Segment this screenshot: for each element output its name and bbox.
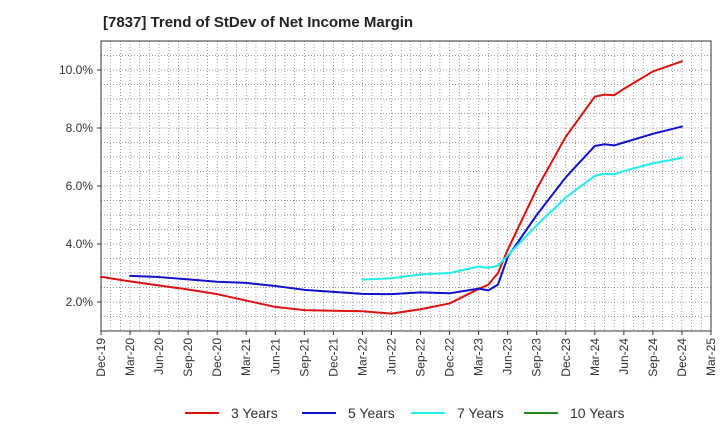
x-tick-label: Mar-22 <box>355 338 369 376</box>
x-tick-label: Dec-22 <box>443 338 457 377</box>
y-tick-label: 6.0% <box>66 179 94 193</box>
x-tick-label: Sep-23 <box>530 338 544 377</box>
legend-swatch <box>185 412 219 414</box>
legend-label: 7 Years <box>457 405 504 421</box>
x-axis-ticks: Dec-19 Mar-20 Jun-20 Sep-20 Dec-20 Mar-21 Jun-… <box>94 331 718 377</box>
x-tick-label: Sep-22 <box>414 338 428 377</box>
legend-item: 3 Years <box>185 405 278 421</box>
x-tick-label: Mar-25 <box>704 338 718 376</box>
series-lines <box>100 60 683 315</box>
y-axis-ticks: 2.0% 4.0% 6.0% 8.0% 10.0% <box>59 63 101 309</box>
legend: 3 Years 5 Years 7 Years 10 Years <box>0 405 720 425</box>
y-tick-label: 4.0% <box>66 237 94 251</box>
gridlines <box>101 41 711 331</box>
x-tick-label: Dec-24 <box>675 338 689 377</box>
x-tick-label: Dec-21 <box>326 338 340 377</box>
chart-title: [7837] Trend of StDev of Net Income Marg… <box>103 14 414 31</box>
x-tick-label: Mar-23 <box>472 338 486 376</box>
x-tick-label: Jun-21 <box>268 338 282 375</box>
legend-item: 5 Years <box>302 405 395 421</box>
x-tick-label: Jun-23 <box>501 338 515 375</box>
legend-label: 5 Years <box>348 405 395 421</box>
x-tick-label: Sep-20 <box>181 338 195 377</box>
legend-label: 10 Years <box>570 405 625 421</box>
y-tick-label: 2.0% <box>66 295 94 309</box>
x-tick-label: Sep-24 <box>646 338 660 377</box>
x-tick-label: Mar-24 <box>588 338 602 376</box>
plot-frame <box>100 40 712 332</box>
x-tick-label: Dec-19 <box>94 338 108 377</box>
x-tick-label: Mar-21 <box>239 338 253 376</box>
legend-swatch <box>411 412 445 414</box>
y-tick-label: 10.0% <box>59 63 93 77</box>
legend-item: 10 Years <box>524 405 625 421</box>
x-tick-label: Sep-21 <box>297 338 311 377</box>
series-line-3-years <box>100 60 683 315</box>
x-tick-label: Jun-24 <box>617 338 631 375</box>
x-tick-label: Jun-20 <box>152 338 166 375</box>
series-line-7-years <box>361 156 683 281</box>
x-tick-label: Dec-23 <box>559 338 573 377</box>
legend-item: 7 Years <box>411 405 504 421</box>
series-line-5-years <box>129 125 683 296</box>
legend-swatch <box>302 412 336 414</box>
x-tick-label: Mar-20 <box>123 338 137 376</box>
legend-label: 3 Years <box>231 405 278 421</box>
x-tick-label: Dec-20 <box>210 338 224 377</box>
x-tick-label: Jun-22 <box>384 338 398 375</box>
legend-swatch <box>524 412 558 414</box>
y-tick-label: 8.0% <box>66 121 94 135</box>
